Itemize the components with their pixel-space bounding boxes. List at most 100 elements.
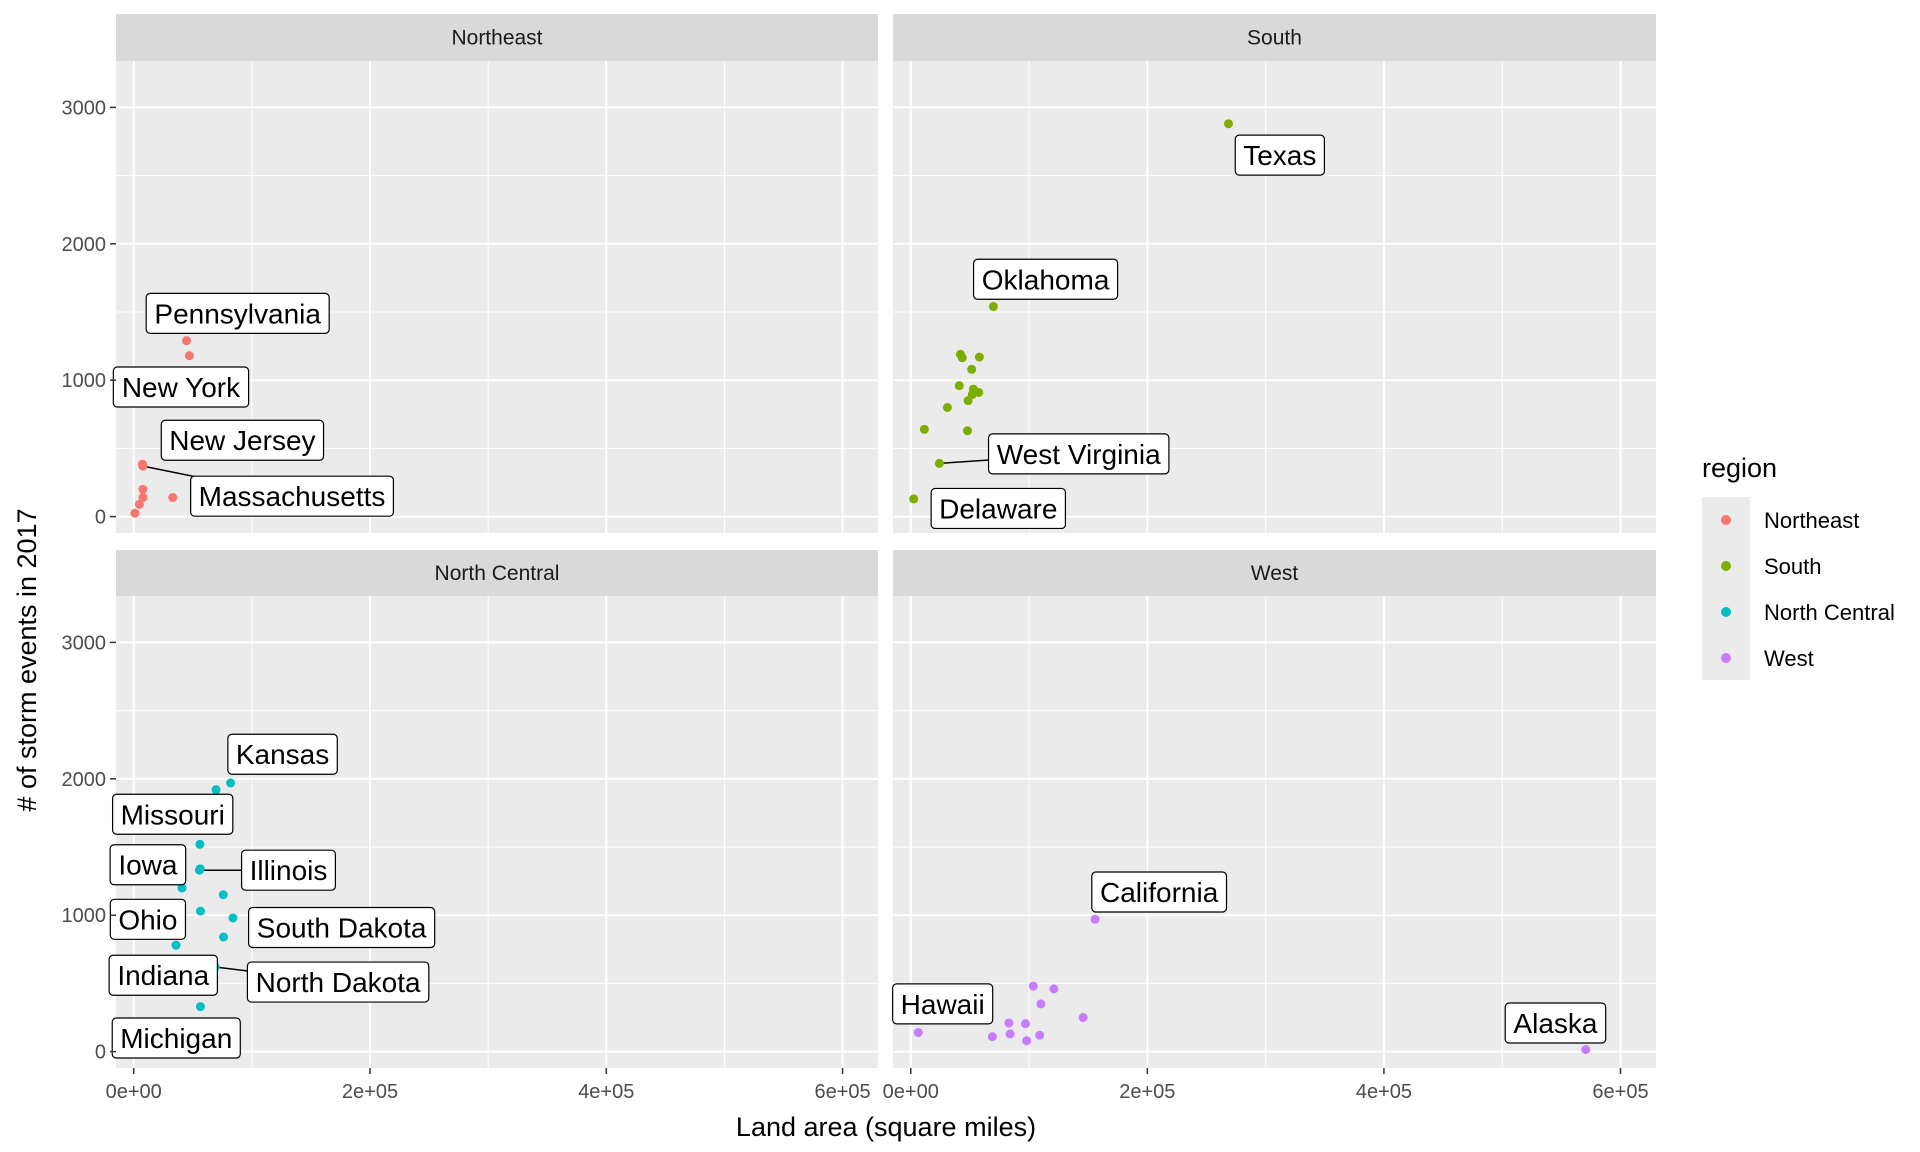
label-box <box>987 433 1170 475</box>
point-delaware <box>909 494 919 504</box>
data-point <box>1035 1030 1045 1040</box>
point-california <box>1090 914 1100 924</box>
axes-layer: 0 1000 2000 3000 0 1000 2000 3000 0e+00 2e+05 4e+0… <box>62 97 1649 1103</box>
facet-strip-label: West <box>1251 562 1299 585</box>
state-label-north-dakota: North Dakota <box>246 961 430 1003</box>
point-massachusetts <box>138 493 148 503</box>
facet-strip <box>116 550 878 596</box>
label-box <box>111 793 234 835</box>
label-box <box>930 487 1067 530</box>
facet-north-central: North Central Kansas Missouri Iowa Illinois O… <box>108 550 878 1068</box>
point-missouri <box>211 785 221 795</box>
legend-label: North Central <box>1764 600 1895 625</box>
label-text: New Jersey <box>169 425 315 456</box>
label-box <box>972 258 1119 300</box>
x-tick-label: 2e+05 <box>1119 1081 1175 1103</box>
x-tick-label: 6e+05 <box>814 1081 870 1103</box>
data-point <box>974 352 984 362</box>
label-box <box>1234 134 1326 176</box>
legend-key-background <box>1702 497 1750 680</box>
data-point <box>138 461 148 471</box>
y-tick-label: 2000 <box>62 234 107 256</box>
state-label-iowa: Iowa <box>109 844 187 886</box>
y-tick-label: 2000 <box>62 769 107 791</box>
label-text: Alaska <box>1513 1008 1597 1039</box>
y-tick-label: 0 <box>95 507 106 529</box>
data-point <box>228 913 238 923</box>
data-point <box>942 402 952 412</box>
legend: region Northeast South North Central West <box>1702 453 1895 680</box>
label-box <box>892 983 994 1025</box>
label-text: South Dakota <box>257 912 427 943</box>
data-point <box>963 396 973 406</box>
state-label-michigan: Michigan <box>111 1017 241 1059</box>
label-box <box>111 1017 241 1059</box>
label-box <box>160 419 325 461</box>
data-point <box>1078 1013 1088 1023</box>
point-south-dakota <box>218 890 228 900</box>
label-box <box>109 844 187 886</box>
data-point <box>130 508 140 518</box>
y-tick-label: 0 <box>95 1042 106 1064</box>
data-point <box>1049 984 1059 994</box>
x-tick-label: 2e+05 <box>342 1081 398 1103</box>
state-label-indiana: Indiana <box>108 954 219 996</box>
data-point <box>1005 1029 1015 1039</box>
legend-label: Northeast <box>1764 508 1859 533</box>
point-michigan <box>195 1002 205 1012</box>
label-box <box>112 366 250 408</box>
state-label-texas: Texas <box>1234 134 1326 176</box>
legend-item-north-central: North Central <box>1721 600 1895 625</box>
point-west-virginia <box>934 458 944 468</box>
legend-item-west: West <box>1721 646 1814 671</box>
state-label-kansas: Kansas <box>227 733 338 775</box>
y-tick-label: 1000 <box>62 370 107 392</box>
data-point <box>195 839 205 849</box>
y-tick-label: 3000 <box>62 97 107 119</box>
x-tick-label: 0e+00 <box>106 1081 162 1103</box>
label-text: Missouri <box>121 799 225 830</box>
state-label-alaska: Alaska <box>1504 1002 1607 1044</box>
state-label-new-york: New York <box>112 366 250 408</box>
data-point <box>967 364 977 374</box>
facet-strip <box>116 14 878 61</box>
facet-strip-label: South <box>1247 27 1302 50</box>
point-hawaii <box>913 1028 923 1038</box>
label-text: Oklahoma <box>982 264 1110 295</box>
y-axis-title: # of storm events in 2017 <box>12 508 42 811</box>
facet-south: South Texas Oklahoma West Virginia Delaware <box>893 14 1656 533</box>
label-text: New York <box>122 372 241 403</box>
facet-strip <box>893 550 1656 596</box>
label-text: California <box>1100 877 1219 908</box>
label-text: West Virginia <box>997 439 1161 470</box>
state-label-south-dakota: South Dakota <box>247 906 436 949</box>
data-point <box>957 353 967 363</box>
facet-strip-label: Northeast <box>451 27 542 50</box>
state-label-new-jersey: New Jersey <box>160 419 325 461</box>
data-point <box>919 424 929 434</box>
facets-layer: Northeast Pennsylvania New York New Jersey M… <box>108 14 1656 1068</box>
label-text: Ohio <box>118 904 177 935</box>
label-text: Kansas <box>236 739 329 770</box>
legend-key <box>1721 515 1731 525</box>
data-point <box>1020 1019 1030 1029</box>
label-box <box>109 898 187 940</box>
data-point <box>987 1032 997 1042</box>
label-box <box>1504 1002 1607 1044</box>
x-tick-label: 4e+05 <box>578 1081 634 1103</box>
x-tick-label: 0e+00 <box>883 1081 939 1103</box>
data-point <box>219 932 229 942</box>
legend-label: South <box>1764 554 1822 579</box>
facet-west: West California Hawaii Alaska <box>892 550 1656 1068</box>
state-label-illinois: Illinois <box>240 849 336 891</box>
legend-item-south: South <box>1721 554 1822 579</box>
label-text: Delaware <box>939 493 1057 524</box>
state-label-pennsylvania: Pennsylvania <box>145 292 330 334</box>
state-label-oklahoma: Oklahoma <box>972 258 1119 300</box>
point-pennsylvania <box>182 336 192 346</box>
x-tick-label: 6e+05 <box>1592 1081 1648 1103</box>
point-ohio <box>177 883 187 893</box>
data-point <box>1004 1018 1014 1028</box>
state-label-delaware: Delaware <box>930 487 1067 530</box>
facet-northeast: Northeast Pennsylvania New York New Jersey M… <box>112 14 878 533</box>
